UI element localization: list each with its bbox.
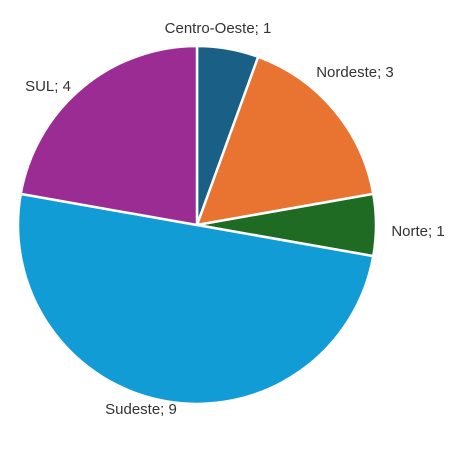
pie-slice bbox=[16, 192, 375, 406]
data-label: Sudeste; 9 bbox=[105, 401, 177, 418]
data-label: Norte; 1 bbox=[391, 223, 444, 240]
pie-slice bbox=[195, 55, 375, 227]
pie-slice bbox=[19, 44, 199, 227]
data-label: Nordeste; 3 bbox=[316, 64, 394, 81]
data-label: Centro-Oeste; 1 bbox=[165, 20, 272, 37]
data-label: SUL; 4 bbox=[25, 78, 71, 95]
